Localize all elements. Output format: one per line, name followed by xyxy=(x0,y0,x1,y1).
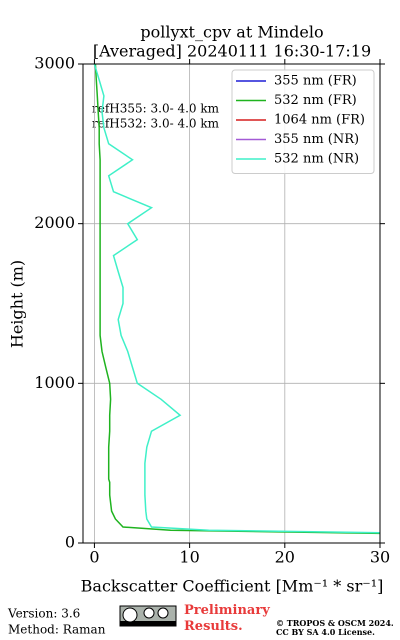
x-tick-label: 20 xyxy=(275,548,295,567)
version: Version: 3.6 xyxy=(7,607,80,621)
x-tick-label: 10 xyxy=(179,548,199,567)
copyright: © TROPOS & OSCM 2024. xyxy=(276,618,394,628)
profile-line xyxy=(93,64,380,534)
legend-label: 532 nm (NR) xyxy=(274,152,359,167)
x-tick-label: 30 xyxy=(370,548,390,567)
y-axis-label: Height (m) xyxy=(8,260,27,348)
plot-lines xyxy=(93,64,380,535)
chart-subtitle: [Averaged] 20240111 16:30-17:19 xyxy=(93,42,371,61)
y-tick-label: 3000 xyxy=(34,54,75,73)
plot-frame xyxy=(82,63,381,544)
annotation: refH532: 3.0- 4.0 km xyxy=(92,117,220,131)
chart-title: pollyxt_cpv at Mindelo xyxy=(140,23,323,42)
x-axis-label: Backscatter Coefficient [Mm⁻¹ * sr⁻¹] xyxy=(81,577,384,596)
legend-label: 1064 nm (FR) xyxy=(274,113,365,128)
preliminary-note: Preliminary Results. xyxy=(184,603,270,634)
legend-label: 532 nm (FR) xyxy=(274,93,357,108)
legend-box xyxy=(231,69,375,174)
profile-line xyxy=(94,64,380,535)
method: Method: Raman xyxy=(8,623,106,637)
x-tick-label: 0 xyxy=(89,548,99,567)
cc-logo xyxy=(119,605,177,627)
legend-label: 355 nm (FR) xyxy=(274,74,357,89)
legend-label: 355 nm (NR) xyxy=(274,132,359,147)
annotation: refH355: 3.0- 4.0 km xyxy=(92,102,220,116)
y-tick-label: 0 xyxy=(65,533,75,552)
license: CC BY SA 4.0 License. xyxy=(276,627,375,637)
y-tick-label: 1000 xyxy=(34,373,75,392)
y-tick-label: 2000 xyxy=(34,213,75,232)
